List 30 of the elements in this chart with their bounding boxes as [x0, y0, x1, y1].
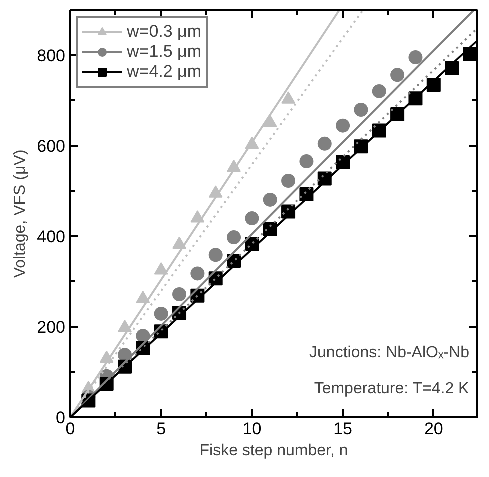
point — [318, 136, 332, 151]
point — [372, 84, 386, 98]
y-axis-title: Voltage, VFS (μV) — [12, 150, 30, 278]
point — [390, 68, 405, 82]
y-tick-label: 800 — [37, 46, 66, 66]
x-tick-label: 15 — [334, 420, 353, 438]
y-tick-label: 400 — [37, 228, 66, 247]
point — [282, 174, 296, 188]
point — [408, 50, 423, 65]
point — [172, 288, 187, 302]
legend-label: w=4.2 μm — [127, 62, 202, 82]
point — [336, 118, 350, 133]
legend-label: w=0.3 μm — [127, 22, 202, 42]
x-tick-label: 10 — [242, 420, 262, 438]
point — [263, 192, 278, 207]
point — [245, 212, 260, 226]
point — [190, 266, 205, 281]
point — [154, 306, 168, 321]
x-tick-label: 5 — [156, 420, 166, 438]
point — [227, 230, 242, 245]
annotation: Temperature: T=4.2 K — [314, 380, 470, 398]
y-tick-label: 200 — [37, 318, 66, 338]
point — [354, 103, 368, 117]
point — [208, 248, 223, 262]
x-axis-title: Fiske step number, n — [200, 442, 348, 460]
point — [300, 154, 314, 169]
legend-label: w=1.5 μm — [127, 42, 202, 62]
annotation: Junctions: Nb-AlOₓ-Nb — [310, 344, 470, 362]
x-tick-label: 20 — [424, 420, 444, 438]
y-tick-label: 600 — [37, 137, 66, 156]
